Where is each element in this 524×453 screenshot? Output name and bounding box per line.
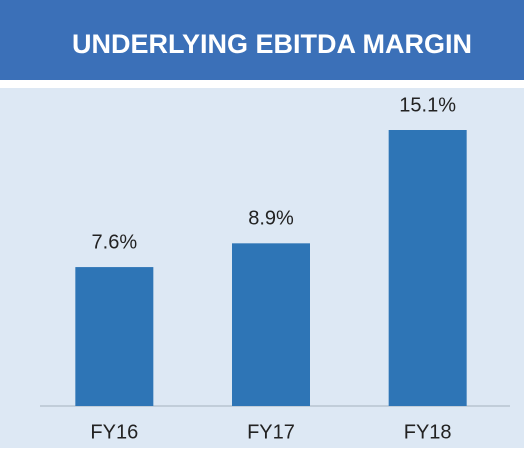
data-label: 8.9% (248, 208, 294, 230)
bar (388, 130, 467, 406)
x-tick-label: FY17 (247, 421, 295, 443)
x-tick-label: FY18 (404, 421, 452, 443)
x-tick-label: FY16 (90, 421, 138, 443)
data-label: 15.1% (399, 94, 456, 116)
title-banner (0, 0, 524, 80)
chart-title: UNDERLYING EBITDA MARGIN (72, 29, 472, 59)
bar (232, 243, 310, 406)
bar (75, 267, 154, 406)
data-label: 7.6% (92, 231, 138, 253)
